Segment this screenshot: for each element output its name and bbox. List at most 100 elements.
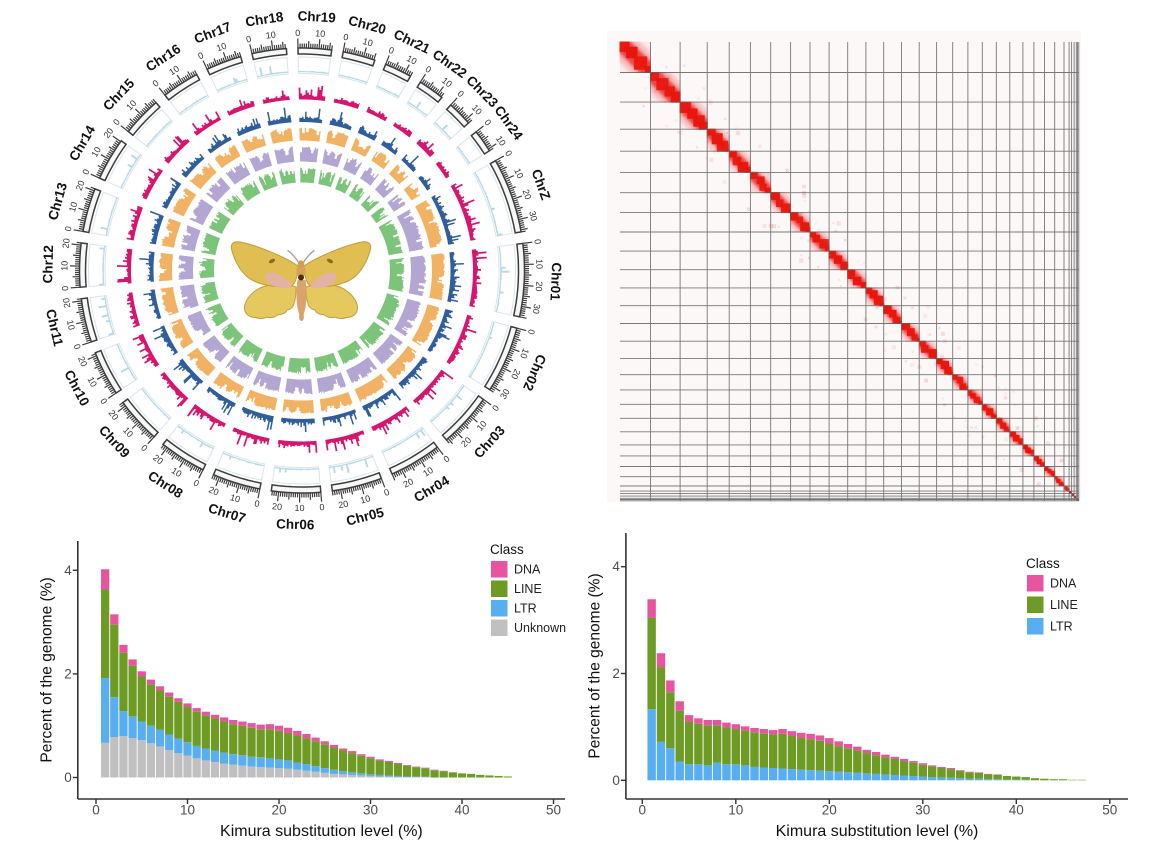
- svg-text:10: 10: [440, 75, 454, 89]
- svg-text:10: 10: [67, 201, 79, 213]
- svg-text:10: 10: [315, 28, 326, 39]
- svg-text:10: 10: [405, 53, 419, 66]
- svg-text:Chr12: Chr12: [40, 245, 56, 284]
- svg-text:30: 30: [363, 803, 378, 818]
- svg-text:LINE: LINE: [1050, 598, 1078, 612]
- svg-text:Chr19: Chr19: [297, 8, 336, 25]
- svg-text:20: 20: [521, 188, 534, 201]
- svg-text:0: 0: [343, 32, 350, 43]
- svg-text:0: 0: [139, 443, 149, 454]
- svg-text:Kimura substitution level (%): Kimura substitution level (%): [220, 823, 423, 840]
- svg-text:2: 2: [612, 666, 620, 681]
- svg-text:LINE: LINE: [514, 582, 542, 596]
- svg-text:20: 20: [822, 803, 837, 818]
- svg-text:2: 2: [64, 666, 72, 681]
- svg-text:0: 0: [532, 239, 543, 245]
- svg-text:LTR: LTR: [514, 602, 537, 616]
- svg-text:10: 10: [362, 36, 374, 48]
- svg-text:0: 0: [92, 803, 100, 818]
- svg-text:Unknown: Unknown: [514, 621, 566, 635]
- svg-text:10: 10: [421, 465, 435, 479]
- svg-text:0: 0: [60, 285, 70, 291]
- svg-text:10: 10: [512, 167, 525, 180]
- svg-text:Chr01: Chr01: [547, 262, 564, 301]
- svg-text:10: 10: [359, 493, 371, 505]
- svg-text:0: 0: [98, 396, 109, 406]
- svg-text:10: 10: [534, 259, 544, 269]
- svg-text:20: 20: [509, 368, 522, 381]
- svg-text:30: 30: [531, 303, 542, 315]
- svg-text:10: 10: [89, 145, 103, 159]
- svg-text:Chr18: Chr18: [244, 9, 285, 30]
- svg-text:0: 0: [254, 498, 261, 509]
- svg-text:10: 10: [470, 103, 484, 117]
- svg-text:10: 10: [215, 41, 228, 54]
- svg-text:30: 30: [527, 210, 539, 222]
- svg-text:20: 20: [106, 408, 120, 422]
- svg-text:10: 10: [229, 492, 241, 504]
- svg-text:DNA: DNA: [514, 563, 541, 577]
- svg-text:10: 10: [294, 503, 304, 513]
- svg-text:20: 20: [272, 501, 283, 512]
- svg-text:0: 0: [80, 168, 91, 177]
- svg-text:30: 30: [915, 803, 930, 818]
- svg-text:Percent of the genome (%): Percent of the genome (%): [586, 573, 603, 758]
- svg-text:0: 0: [196, 50, 205, 61]
- svg-text:30: 30: [498, 387, 512, 401]
- svg-text:20: 20: [402, 476, 415, 489]
- svg-text:0: 0: [72, 343, 83, 351]
- svg-text:10: 10: [475, 419, 489, 433]
- svg-text:0: 0: [192, 478, 201, 489]
- svg-text:20: 20: [338, 499, 350, 511]
- svg-text:0: 0: [612, 773, 620, 788]
- svg-text:4: 4: [612, 559, 620, 574]
- svg-text:20: 20: [61, 238, 72, 249]
- svg-text:20: 20: [151, 452, 165, 466]
- svg-text:20: 20: [101, 126, 115, 140]
- svg-text:Class: Class: [1026, 556, 1060, 571]
- svg-text:0: 0: [387, 45, 395, 56]
- svg-text:0: 0: [639, 803, 647, 818]
- svg-text:10: 10: [59, 261, 69, 271]
- svg-text:0: 0: [63, 225, 74, 232]
- svg-text:50: 50: [1102, 803, 1117, 818]
- svg-text:10: 10: [180, 803, 195, 818]
- svg-text:50: 50: [546, 803, 561, 818]
- svg-text:0: 0: [295, 28, 300, 38]
- svg-text:20: 20: [76, 355, 89, 368]
- svg-text:0: 0: [424, 64, 434, 75]
- svg-text:Percent of the genome (%): Percent of the genome (%): [38, 577, 55, 762]
- svg-text:40: 40: [454, 803, 469, 818]
- svg-text:20: 20: [271, 803, 286, 818]
- svg-text:0: 0: [151, 78, 161, 89]
- svg-text:0: 0: [441, 454, 451, 465]
- svg-text:0: 0: [111, 117, 122, 127]
- svg-text:0: 0: [319, 502, 325, 512]
- svg-text:10: 10: [728, 803, 743, 818]
- svg-text:0: 0: [482, 117, 493, 127]
- svg-text:0: 0: [503, 149, 514, 158]
- svg-text:0: 0: [64, 770, 72, 785]
- svg-text:20: 20: [74, 179, 87, 192]
- svg-text:10: 10: [65, 319, 77, 331]
- svg-text:10: 10: [494, 134, 508, 148]
- svg-text:0: 0: [383, 487, 391, 498]
- svg-text:10: 10: [85, 375, 99, 389]
- svg-text:0: 0: [526, 328, 537, 335]
- svg-text:10: 10: [167, 63, 181, 77]
- svg-text:10: 10: [170, 465, 184, 479]
- svg-text:0: 0: [455, 88, 465, 99]
- svg-text:10: 10: [121, 425, 135, 439]
- svg-text:10: 10: [265, 29, 276, 40]
- svg-text:DNA: DNA: [1050, 577, 1077, 591]
- svg-text:10: 10: [124, 98, 138, 112]
- svg-text:20: 20: [207, 484, 220, 497]
- svg-text:4: 4: [64, 563, 72, 578]
- svg-text:Kimura substitution level (%): Kimura substitution level (%): [776, 823, 979, 840]
- svg-text:Chr06: Chr06: [276, 516, 315, 532]
- svg-text:Class: Class: [490, 542, 524, 557]
- svg-text:20: 20: [61, 297, 72, 308]
- svg-text:0: 0: [490, 403, 501, 413]
- svg-text:0: 0: [245, 34, 252, 45]
- svg-text:LTR: LTR: [1050, 620, 1073, 634]
